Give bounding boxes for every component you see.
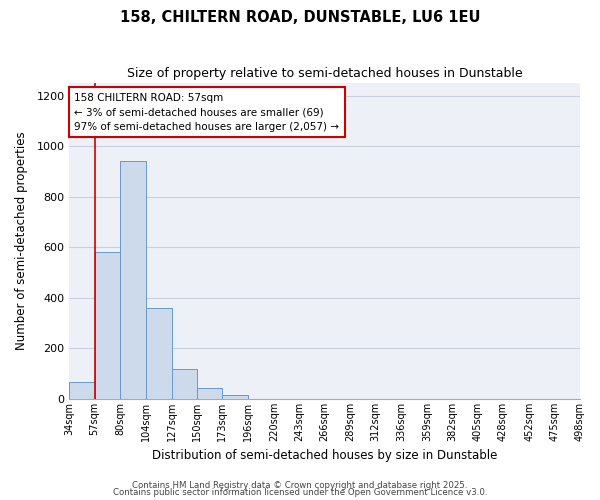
- Bar: [223, 396, 248, 399]
- Bar: [172, 368, 197, 399]
- Y-axis label: Number of semi-detached properties: Number of semi-detached properties: [15, 132, 28, 350]
- Text: Contains public sector information licensed under the Open Government Licence v3: Contains public sector information licen…: [113, 488, 487, 497]
- Text: 158, CHILTERN ROAD, DUNSTABLE, LU6 1EU: 158, CHILTERN ROAD, DUNSTABLE, LU6 1EU: [120, 10, 480, 25]
- Text: Contains HM Land Registry data © Crown copyright and database right 2025.: Contains HM Land Registry data © Crown c…: [132, 480, 468, 490]
- X-axis label: Distribution of semi-detached houses by size in Dunstable: Distribution of semi-detached houses by …: [152, 450, 497, 462]
- Bar: [197, 388, 223, 399]
- Bar: [95, 252, 120, 399]
- Title: Size of property relative to semi-detached houses in Dunstable: Size of property relative to semi-detach…: [127, 68, 523, 80]
- Bar: [70, 382, 95, 399]
- Bar: [120, 162, 146, 399]
- Text: 158 CHILTERN ROAD: 57sqm
← 3% of semi-detached houses are smaller (69)
97% of se: 158 CHILTERN ROAD: 57sqm ← 3% of semi-de…: [74, 92, 340, 132]
- Bar: [146, 308, 172, 399]
